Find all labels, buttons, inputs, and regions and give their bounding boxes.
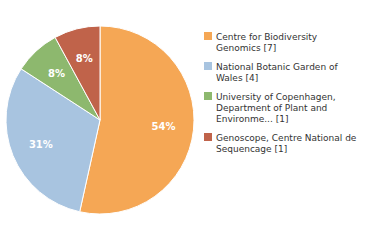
- data-label: 54%: [152, 121, 176, 132]
- slices: [6, 26, 194, 214]
- legend-swatch: [204, 92, 212, 100]
- legend-entry: University of Copenhagen,Department of P…: [216, 92, 336, 124]
- legend-swatch: [204, 62, 212, 70]
- data-label: 8%: [76, 53, 93, 64]
- legend: Centre for BiodiversityGenomics [7] Natio…: [204, 32, 357, 154]
- legend-swatch: [204, 133, 212, 141]
- data-label: 31%: [29, 139, 53, 150]
- chart: 54% 31% 8% 8% Centre for BiodiversityGenomic…: [0, 0, 380, 240]
- legend-entry: National Botanic Garden ofWales [4]: [216, 62, 338, 83]
- legend-entry: Centre for BiodiversityGenomics [7]: [216, 32, 318, 53]
- data-labels: 54% 31% 8% 8%: [29, 53, 176, 150]
- legend-entry: Genoscope, Centre National deSequencage …: [216, 133, 357, 154]
- data-label: 8%: [48, 68, 65, 79]
- legend-swatch: [204, 32, 212, 40]
